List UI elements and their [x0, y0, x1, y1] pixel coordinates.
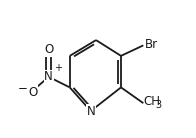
Text: O: O: [28, 86, 38, 99]
Text: 3: 3: [156, 100, 162, 110]
Text: −: −: [18, 82, 28, 95]
Text: Br: Br: [145, 38, 158, 51]
Text: CH: CH: [143, 95, 160, 108]
Text: O: O: [44, 43, 53, 56]
Text: N: N: [44, 70, 53, 83]
Text: N: N: [86, 104, 95, 118]
Text: +: +: [54, 63, 62, 73]
